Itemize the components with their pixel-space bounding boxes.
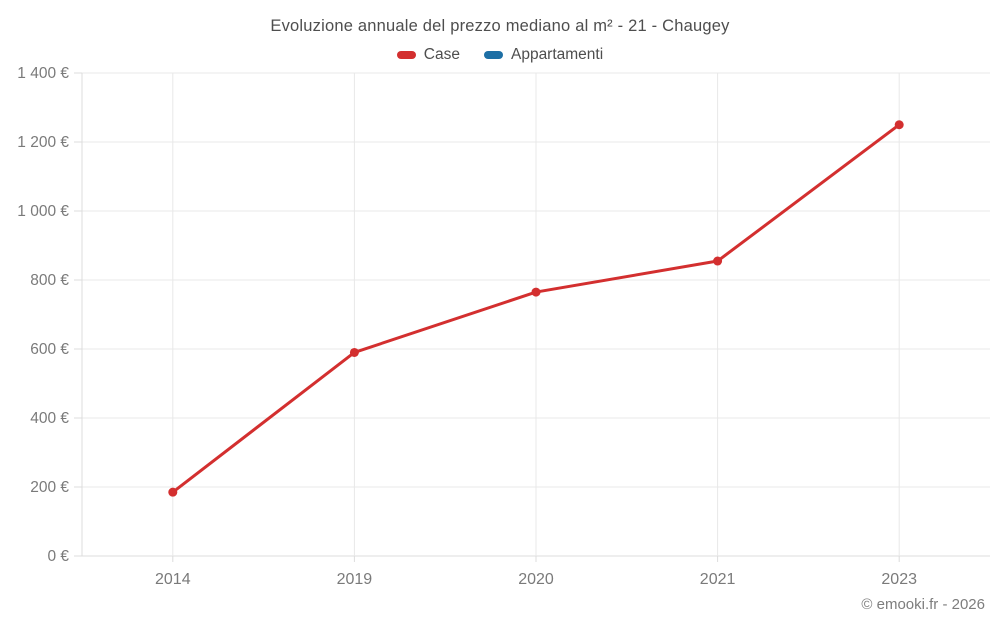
data-point-case-2023[interactable]: [894, 120, 904, 130]
y-axis-tick-label: 400 €: [30, 410, 69, 427]
legend-item-case[interactable]: Case: [396, 46, 460, 64]
data-point-case-2019[interactable]: [349, 347, 359, 357]
data-point-case-2020[interactable]: [531, 287, 541, 297]
legend-swatch-appartamenti: [483, 51, 503, 59]
legend-label: Appartamenti: [510, 46, 604, 63]
x-axis-tick-label: 2023: [881, 571, 917, 588]
x-axis-tick-label: 2014: [155, 571, 191, 588]
y-axis-tick-label: 600 €: [30, 341, 69, 358]
x-axis-tick-label: 2019: [337, 571, 373, 588]
chart-legend: Case Appartamenti: [0, 45, 1000, 65]
y-axis-tick-label: 1 200 €: [17, 134, 69, 151]
legend-label: Case: [423, 46, 460, 63]
y-axis-tick-label: 1 000 €: [17, 203, 69, 220]
copyright-text: © emooki.fr - 2026: [861, 596, 985, 613]
series-group: [168, 120, 904, 497]
x-axis-tick-label: 2020: [518, 571, 554, 588]
y-axis-tick-label: 800 €: [30, 272, 69, 289]
y-axis-tick-label: 200 €: [30, 479, 69, 496]
axis-labels: 0 € 200 € 400 € 600 € 800 € 1 000 € 1 200 € 1 4…: [17, 65, 917, 588]
legend-swatch-case: [396, 51, 416, 59]
chart-title: Evoluzione annuale del prezzo mediano al…: [270, 17, 730, 35]
y-axis-tick-label: 1 400 €: [17, 65, 69, 82]
data-point-case-2014[interactable]: [168, 487, 178, 497]
x-axis-tick-label: 2021: [700, 571, 736, 588]
axes: [74, 72, 900, 562]
legend-item-appartamenti[interactable]: Appartamenti: [483, 46, 604, 64]
y-axis-tick-label: 0 €: [47, 548, 69, 565]
data-point-case-2021[interactable]: [713, 256, 723, 266]
gridlines: [82, 72, 990, 557]
